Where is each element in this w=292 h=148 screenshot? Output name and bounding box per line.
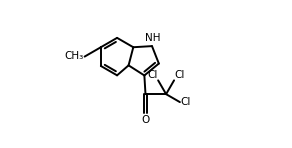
Text: Cl: Cl <box>175 70 185 79</box>
Text: CH₃: CH₃ <box>64 51 83 61</box>
Text: O: O <box>141 115 150 124</box>
Text: NH: NH <box>145 33 160 43</box>
Text: Cl: Cl <box>181 97 191 107</box>
Text: Cl: Cl <box>147 70 157 79</box>
